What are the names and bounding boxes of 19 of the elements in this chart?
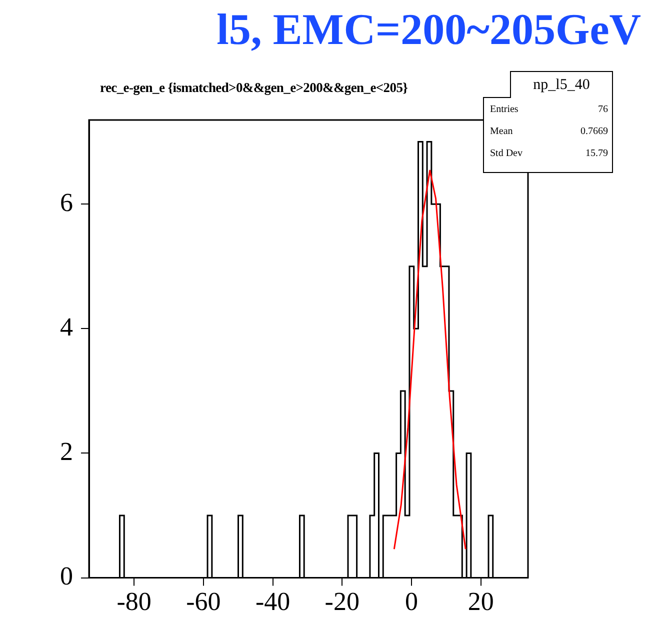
x-tick-label: 20: [468, 587, 494, 616]
x-tick-label: -80: [116, 587, 152, 616]
text: 0.7669: [580, 126, 608, 137]
x-tick-label: 0: [404, 587, 418, 616]
annotation: Mean: [490, 126, 513, 137]
y-tick-label: 4: [60, 312, 73, 342]
y-tick-label: 6: [60, 188, 73, 217]
x-tick-label: -60: [186, 587, 221, 616]
chart-title: l5, EMC=200~205GeV: [216, 4, 641, 55]
text: 15.79: [586, 148, 608, 159]
text: np_l5_40: [510, 71, 613, 98]
text: 76: [598, 104, 608, 115]
x-tick-label: -40: [255, 587, 290, 616]
text: Entries: [490, 104, 518, 115]
y-tick-label: 0: [60, 562, 73, 591]
chart-subtitle: rec_e-gen_e {ismatched>0&&gen_e>200&&gen_e<205}: [100, 80, 408, 96]
x-tick-label: -20: [324, 587, 360, 616]
annotation: Std Dev: [490, 148, 522, 159]
y-tick-label: 2: [60, 437, 73, 466]
